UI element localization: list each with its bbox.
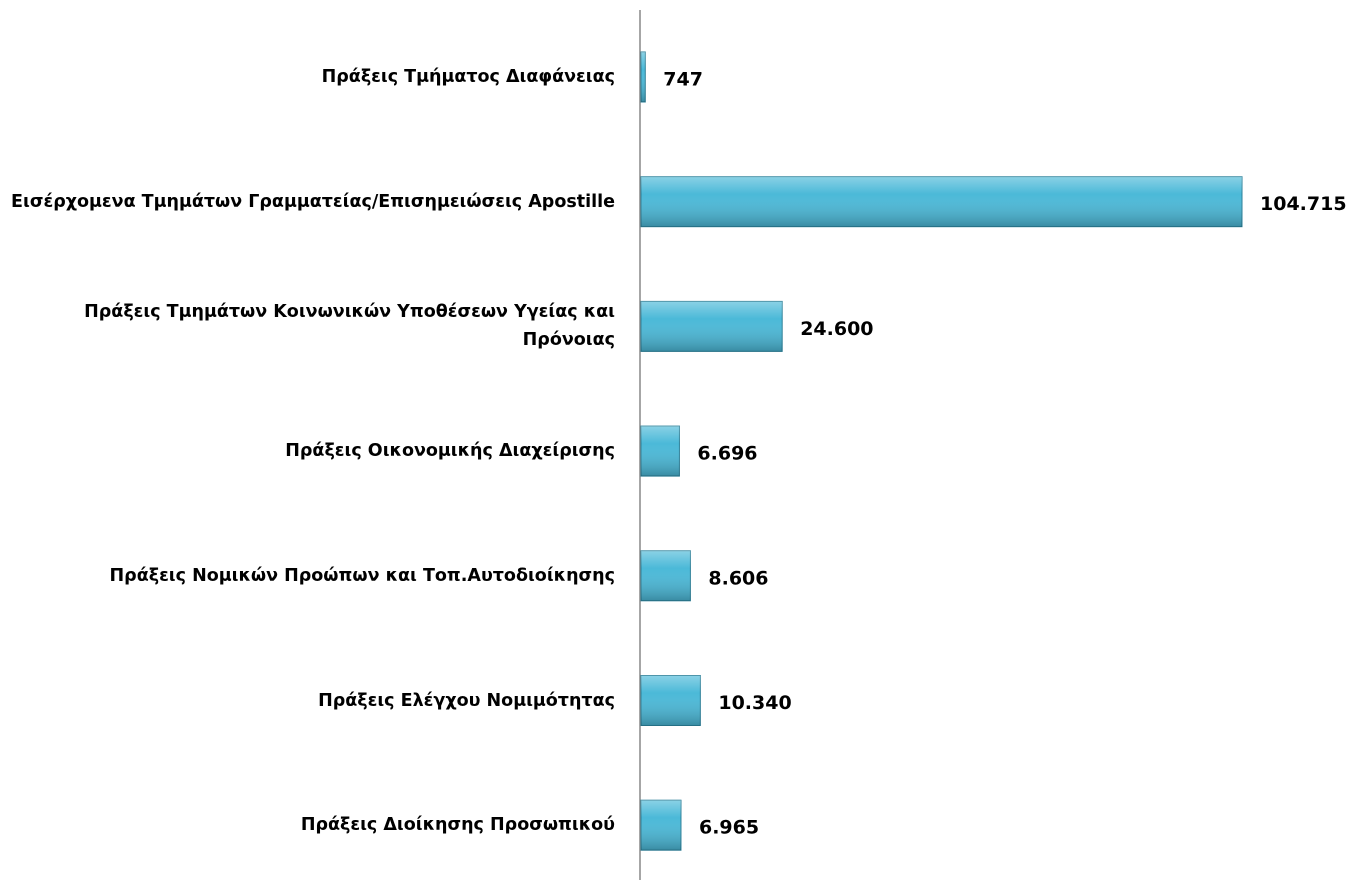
- bar-shade: [641, 426, 680, 477]
- value-label: 104.715: [1260, 193, 1347, 215]
- bar-shade: [641, 176, 1242, 227]
- value-label: 8.606: [708, 567, 768, 589]
- category-label: Πράξεις Οικονομικής Διαχείρισης: [285, 441, 615, 462]
- value-label: 10.340: [718, 692, 791, 714]
- category-label: Πράξεις Νομικών Προώπων και Τοπ.Αυτοδιοί…: [109, 565, 615, 586]
- category-label: Πράξεις Τμήματος Διαφάνειας: [321, 67, 615, 87]
- category-label: Πράξεις Διοίκησης Προσωπικού: [300, 815, 615, 836]
- value-label: 747: [663, 69, 703, 91]
- value-label: 24.600: [800, 318, 873, 340]
- bar-shade: [641, 800, 681, 851]
- value-label: 6.965: [699, 817, 759, 839]
- category-label: Πράξεις Τμημάτων Κοινωνικών Υποθέσεων Υγ…: [84, 302, 615, 351]
- category-label: Εισέρχομενα Τμημάτων Γραμματείας/Επισημε…: [11, 191, 615, 212]
- category-label: Πράξεις Ελέγχου Νομιμότητας: [318, 690, 615, 711]
- bar-shade: [641, 675, 701, 726]
- bar-shade: [641, 52, 646, 102]
- value-label: 6.696: [697, 443, 757, 465]
- bar-shade: [641, 550, 691, 601]
- bar-shade: [641, 301, 783, 352]
